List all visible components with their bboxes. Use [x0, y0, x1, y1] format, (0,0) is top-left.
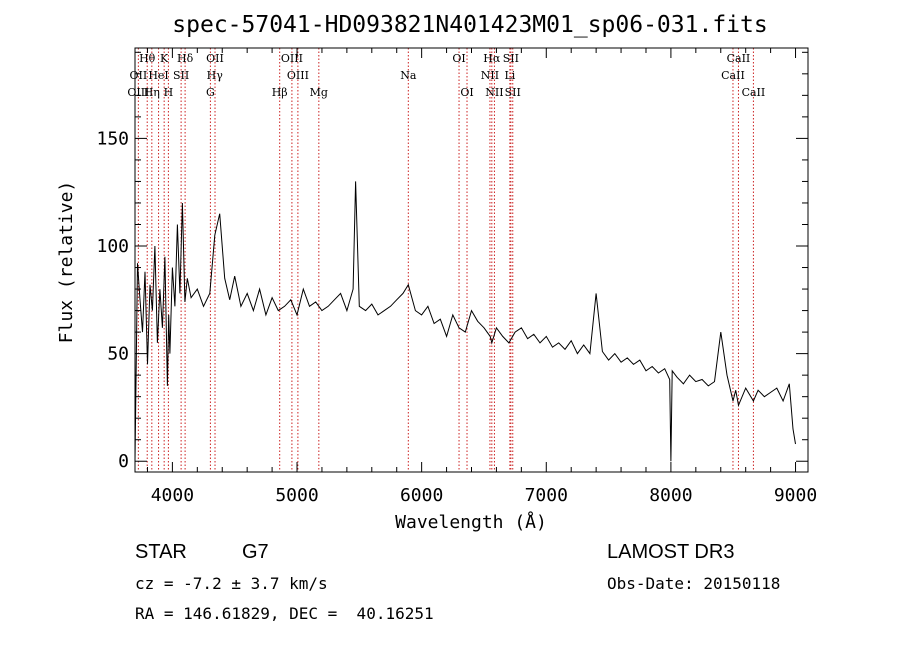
spectral-line-label: Hθ — [139, 52, 156, 65]
spectral-line-label: OII — [206, 52, 224, 65]
spectral-line-label: OII — [130, 69, 148, 82]
spectral-line-label: OI — [460, 86, 473, 99]
spectral-line-label: OI — [452, 52, 465, 65]
y-tick-label: 0 — [118, 451, 129, 472]
x-tick-label: 8000 — [649, 485, 692, 506]
spectral-line-label: CaII — [721, 69, 745, 82]
x-tick-label: 6000 — [400, 485, 443, 506]
x-tick-label: 7000 — [525, 485, 568, 506]
object-class: STAR — [135, 541, 187, 563]
spectral-line-label: NII — [481, 69, 499, 82]
y-tick-label: 50 — [107, 344, 129, 365]
spectral-line-label: SII — [505, 86, 521, 99]
spectral-line-label: Li — [504, 69, 515, 82]
spectral-line-label: K — [160, 52, 169, 65]
spectral-line-label: Mg — [310, 86, 328, 99]
y-tick-label: 150 — [96, 128, 129, 149]
spectral-line-label: CaII — [727, 52, 751, 65]
coordinates: RA = 146.61829, DEC = 40.16251 — [135, 604, 434, 623]
spectral-line-label: Hα — [483, 52, 501, 65]
y-axis-label: Flux (relative) — [56, 181, 77, 344]
spectral-line-label: OIII — [281, 52, 303, 65]
spectral-line-label: G — [206, 86, 215, 99]
spectral-line-label: Hδ — [177, 52, 194, 65]
x-tick-label: 4000 — [151, 485, 194, 506]
spectral-line-label: OIII — [127, 86, 149, 99]
y-tick-label: 100 — [96, 236, 129, 257]
spectral-line-markers — [137, 48, 754, 472]
spectral-line-label: H — [164, 86, 174, 99]
chart-title: spec-57041-HD093821N401423M01_sp06-031.f… — [172, 12, 767, 38]
y-axis-ticks: 0 50 100 150 — [96, 51, 808, 472]
survey-name: LAMOST DR3 — [607, 541, 734, 563]
plot-frame — [134, 47, 809, 473]
spectral-line-label: Hγ — [207, 69, 224, 82]
spectral-line-label: SII — [173, 69, 189, 82]
redshift-info: cz = -7.2 ± 3.7 km/s — [135, 574, 328, 593]
object-subclass: G7 — [242, 541, 269, 563]
spectral-line-label: Na — [400, 69, 417, 82]
spectral-line-label: Hη — [144, 86, 160, 99]
spectral-line-label: NII — [485, 86, 503, 99]
x-tick-label: 9000 — [774, 485, 817, 506]
spectral-line-label: CaII — [742, 86, 766, 99]
spectral-line-label: Hβ — [272, 86, 288, 99]
obs-date: Obs-Date: 20150118 — [607, 574, 780, 593]
spectral-line-label: SII — [503, 52, 519, 65]
spectrum-line — [134, 181, 796, 462]
x-tick-label: 5000 — [275, 485, 318, 506]
spectral-line-label: OIII — [287, 69, 309, 82]
spectral-line-label: HeI — [148, 69, 168, 82]
x-axis-label: Wavelength (Å) — [395, 511, 547, 533]
x-axis-ticks: 4000 5000 6000 7000 8000 9000 — [146, 48, 817, 506]
